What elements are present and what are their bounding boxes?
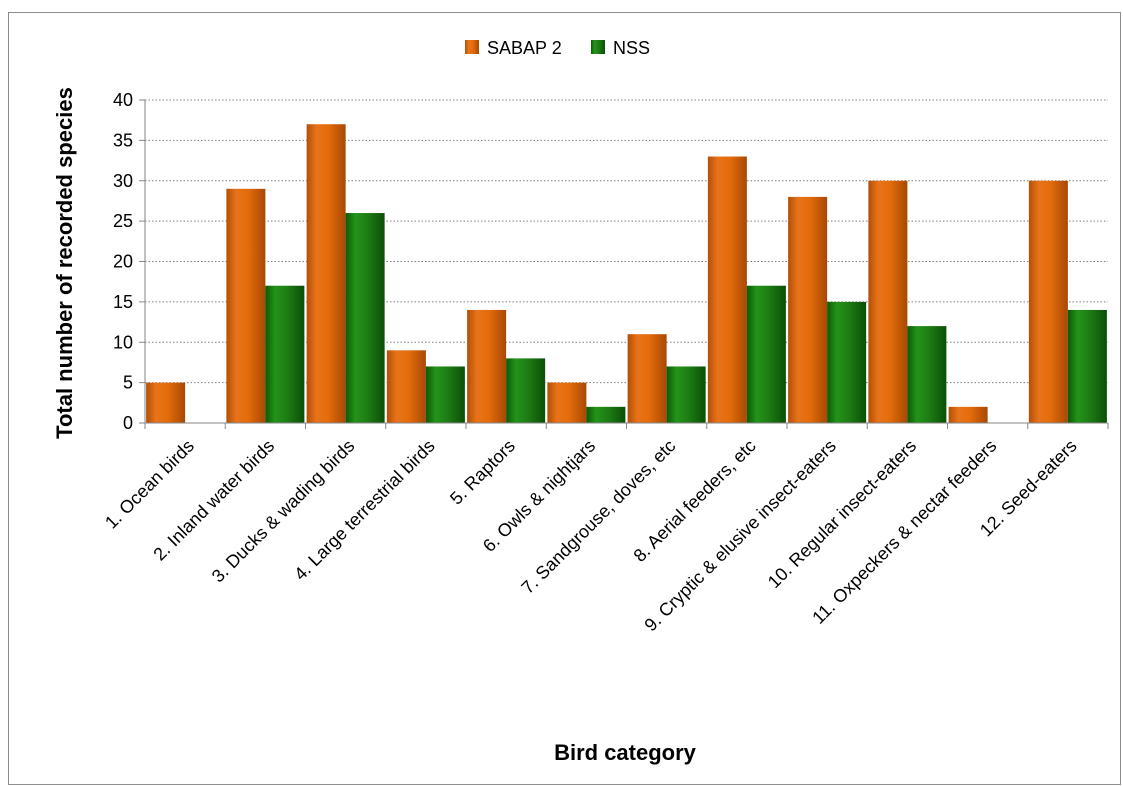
bar-sabap2-9 <box>788 196 828 423</box>
bar-nss-10 <box>907 326 947 423</box>
bar-nss-12 <box>1067 309 1107 423</box>
bar-nss-8 <box>746 285 786 423</box>
legend-label-nss: NSS <box>613 38 650 58</box>
bar-sabap2-7 <box>627 334 667 423</box>
legend-swatch-sabap2 <box>465 40 479 54</box>
bar-sabap2-8 <box>707 156 747 423</box>
gridlines <box>139 99 1108 424</box>
bar-nss-2 <box>265 285 305 423</box>
category-label-5: 5. Raptors <box>446 436 519 509</box>
legend-swatch-nss <box>591 40 605 54</box>
category-label-4: 4. Large terrestrial birds <box>290 436 439 585</box>
bar-nss-3 <box>345 213 385 423</box>
category-label-3: 3. Ducks & wading birds <box>208 436 359 587</box>
bar-sabap2-11 <box>948 406 988 423</box>
y-tick-label: 10 <box>113 332 133 352</box>
axes <box>144 100 1109 429</box>
y-tick-label: 20 <box>113 252 133 272</box>
bar-nss-7 <box>666 366 706 423</box>
bar-sabap2-3 <box>306 124 346 423</box>
bar-sabap2-5 <box>467 309 507 423</box>
bar-sabap2-10 <box>868 180 908 423</box>
y-tick-label: 40 <box>113 90 133 110</box>
y-axis-title: Total number of recorded species <box>52 87 77 439</box>
y-tick-label: 30 <box>113 171 133 191</box>
y-tick-label: 15 <box>113 292 133 312</box>
y-tick-labels: 0 5 10 15 20 25 30 35 40 <box>113 90 133 433</box>
bars <box>146 124 1107 423</box>
bar-sabap2-1 <box>146 382 186 423</box>
bar-nss-6 <box>586 406 626 423</box>
y-tick-label: 35 <box>113 130 133 150</box>
x-axis-title: Bird category <box>554 740 697 765</box>
y-tick-label: 5 <box>123 373 133 393</box>
bar-sabap2-4 <box>386 350 426 423</box>
bar-nss-4 <box>425 366 465 423</box>
y-tick-label: 25 <box>113 211 133 231</box>
bar-sabap2-6 <box>547 382 587 423</box>
legend: SABAP 2 NSS <box>465 38 650 58</box>
category-label-7: 7. Sandgrouse, doves, etc <box>517 436 679 598</box>
bar-nss-9 <box>827 301 867 423</box>
legend-label-sabap2: SABAP 2 <box>487 38 562 58</box>
y-tick-label: 0 <box>123 413 133 433</box>
bar-sabap2-2 <box>226 188 266 423</box>
bar-sabap2-12 <box>1028 180 1068 423</box>
bar-nss-5 <box>506 358 546 423</box>
category-label-10: 10. Regular insect-eaters <box>764 436 920 592</box>
